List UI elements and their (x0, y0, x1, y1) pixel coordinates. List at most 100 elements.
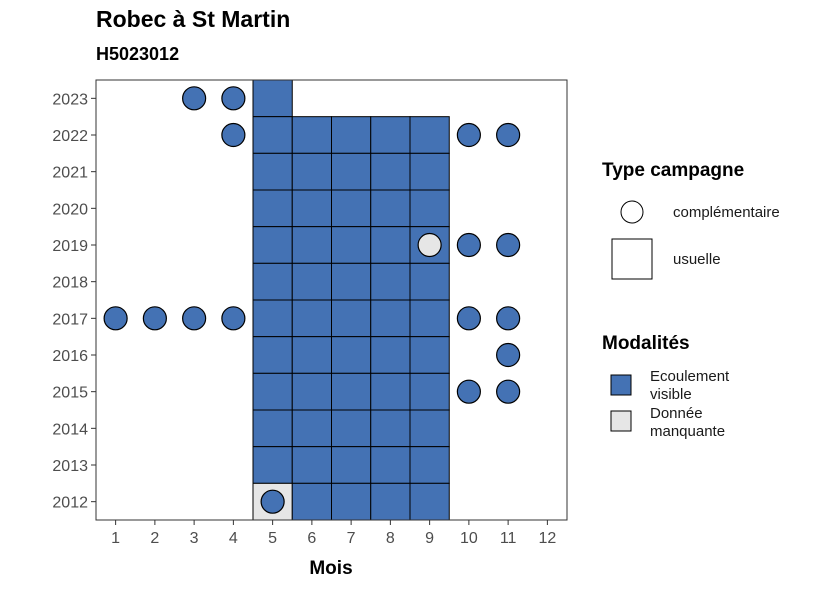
usuelle-cells (252, 79, 450, 521)
complementaire-point (221, 122, 246, 148)
y-tick-label: 2020 (52, 201, 88, 218)
usuelle-cell (370, 226, 411, 264)
x-tick-label: 9 (425, 530, 434, 547)
complementaire-point (496, 122, 521, 148)
y-tick-label: 2022 (52, 128, 88, 145)
legend-modalites-title: Modalités (602, 333, 690, 354)
complementaire-point (496, 342, 521, 368)
y-tick-label: 2012 (52, 495, 88, 512)
usuelle-cell (252, 409, 293, 448)
legend-label-missing-line2: manquante (650, 423, 726, 440)
usuelle-cell (370, 116, 411, 154)
complementaire-point (456, 122, 481, 148)
usuelle-cell (252, 79, 293, 118)
usuelle-cell (409, 372, 450, 411)
complementaire-point (221, 86, 246, 111)
usuelle-cell (331, 226, 372, 264)
complementaire-point (456, 379, 481, 404)
usuelle-cell (409, 482, 450, 521)
usuelle-cell (291, 299, 332, 338)
complementaire-point (456, 306, 481, 331)
complementaire-point (260, 489, 285, 514)
usuelle-cell (291, 189, 332, 228)
legend-label-usuelle: usuelle (673, 251, 721, 268)
usuelle-cell (252, 336, 293, 374)
x-tick-label: 7 (347, 530, 356, 547)
usuelle-cell (409, 152, 450, 191)
usuelle-cell (370, 482, 411, 521)
usuelle-cell (409, 116, 450, 154)
y-tick-label: 2021 (52, 165, 88, 182)
usuelle-cell (409, 336, 450, 374)
complementaire-point (496, 379, 521, 404)
usuelle-cell (370, 336, 411, 374)
legend-swatch-visible (610, 374, 632, 396)
usuelle-cell (331, 446, 372, 484)
complementaire-point (182, 86, 207, 111)
usuelle-cell (252, 189, 293, 228)
chart-subtitle: H5023012 (96, 44, 180, 64)
complementaire-point (142, 306, 167, 331)
usuelle-cell (252, 116, 293, 154)
usuelle-cell (409, 409, 450, 448)
legend-campagne-keys (611, 200, 653, 280)
usuelle-cell (331, 409, 372, 448)
usuelle-cell (331, 152, 372, 191)
usuelle-cell (370, 372, 411, 411)
axes: 1 2 3 4 5 6 7 8 9 10 11 122012201320142015201620172… (52, 79, 568, 547)
usuelle-cell (409, 189, 450, 228)
legend-square-key (611, 238, 653, 280)
usuelle-cell (252, 226, 293, 264)
x-tick-label: 3 (190, 530, 199, 547)
plot-border (95, 79, 568, 521)
x-tick-label: 6 (307, 530, 316, 547)
usuelle-cell (331, 262, 372, 301)
x-tick-label: 2 (150, 530, 159, 547)
legend-campagne-title: Type campagne (602, 160, 745, 181)
usuelle-cell (291, 262, 332, 301)
usuelle-cell (370, 299, 411, 338)
complementaire-point (417, 232, 442, 258)
complementaire-point (496, 306, 521, 331)
complementaire-point (496, 232, 521, 258)
legend-modalites: Modalités (602, 333, 690, 355)
usuelle-cell (331, 189, 372, 228)
x-tick-label: 4 (229, 530, 238, 547)
usuelle-cell (370, 152, 411, 191)
usuelle-cell (291, 372, 332, 411)
legend-label-complementaire: complémentaire (673, 204, 780, 221)
legend-label-visible: Ecoulement visible (650, 368, 729, 404)
usuelle-cell (291, 409, 332, 448)
y-tick-label: 2015 (52, 385, 88, 402)
usuelle-cell (291, 226, 332, 264)
legend-label-missing: Donnée manquante (650, 405, 725, 441)
y-tick-label: 2014 (52, 421, 88, 438)
usuelle-cell (370, 409, 411, 448)
usuelle-cell (252, 446, 293, 484)
y-tick-label: 2018 (52, 275, 88, 292)
usuelle-cell (252, 152, 293, 191)
complementaire-point (221, 306, 246, 331)
y-tick-label: 2017 (52, 311, 88, 328)
usuelle-cell (409, 262, 450, 301)
usuelle-cell (252, 299, 293, 338)
complementaire-point (103, 306, 128, 331)
usuelle-cell (370, 262, 411, 301)
usuelle-cell (331, 482, 372, 521)
y-tick-label: 2013 (52, 458, 88, 475)
usuelle-cell (291, 116, 332, 154)
x-tick-label: 8 (386, 530, 395, 547)
usuelle-cell (370, 189, 411, 228)
complementaire-point (182, 306, 207, 331)
legend-label-visible-line2: visible (650, 386, 692, 403)
usuelle-cell (291, 482, 332, 521)
usuelle-cell (331, 299, 372, 338)
chart-title: Robec à St Martin (96, 6, 291, 32)
complementaire-points (103, 86, 521, 514)
x-axis-title: Mois (309, 558, 352, 579)
usuelle-cell (331, 372, 372, 411)
x-tick-label: 11 (500, 530, 517, 547)
usuelle-cell (331, 116, 372, 154)
legend-campagne: Type campagne (602, 160, 744, 182)
